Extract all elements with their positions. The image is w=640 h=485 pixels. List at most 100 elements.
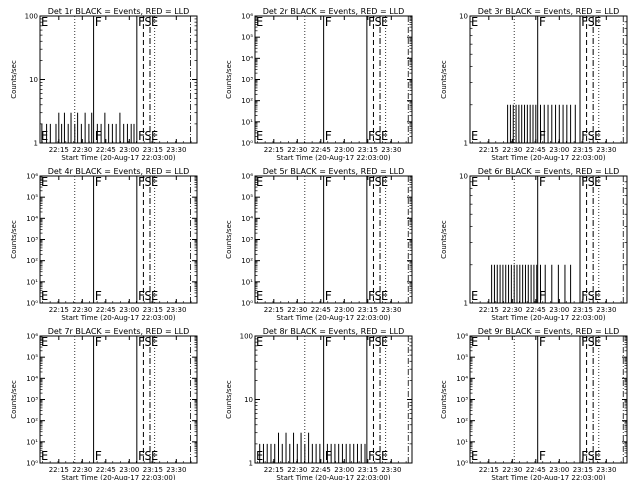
x-tick-label: 23:00 xyxy=(549,466,569,474)
x-axis-label: Start Time (20-Aug-17 22:03:00) xyxy=(276,474,390,480)
y-tick-label: 10⁰ xyxy=(241,300,253,308)
marker-label-bottom: S xyxy=(588,129,595,143)
y-tick-label: 10⁵ xyxy=(26,354,38,362)
marker-label-top: E xyxy=(41,335,48,349)
panel-title: Det 5r BLACK = Events, RED = LLD xyxy=(263,167,405,176)
y-tick-label: 10³ xyxy=(456,396,468,404)
x-tick-label: 22:30 xyxy=(287,146,307,154)
marker-label-bottom: F xyxy=(138,129,145,143)
x-tick-label: 22:30 xyxy=(287,466,307,474)
y-tick-label: 10⁵ xyxy=(241,194,253,202)
y-tick-label: 100 xyxy=(240,333,253,341)
y-tick-label: 10⁴ xyxy=(26,375,38,383)
marker-label-top: E xyxy=(151,175,158,189)
marker-label-bottom: E xyxy=(151,289,158,303)
x-axis-label: Start Time (20-Aug-17 22:03:00) xyxy=(491,314,605,322)
marker-label-bottom: S xyxy=(144,289,151,303)
detector-panel-1: Det 1r BLACK = Events, RED = LLDEEFFFFSS… xyxy=(10,7,198,162)
marker-label-bottom: E xyxy=(151,449,158,463)
x-tick-label: 22:30 xyxy=(72,146,92,154)
y-tick-label: 10⁶ xyxy=(456,333,468,341)
x-tick-label: 22:15 xyxy=(264,306,284,314)
y-tick-label: 100 xyxy=(25,13,38,21)
marker-label-bottom: F xyxy=(95,449,102,463)
marker-label-bottom: S xyxy=(374,129,381,143)
marker-label-bottom: E xyxy=(471,129,478,143)
marker-label-top: E xyxy=(471,15,478,29)
marker-label-top: E xyxy=(41,175,48,189)
x-tick-label: 23:30 xyxy=(166,306,186,314)
marker-label-top: E xyxy=(381,175,388,189)
detector-panel-4: Det 4r BLACK = Events, RED = LLDEEFFFFSS… xyxy=(10,167,198,322)
marker-label-top: F xyxy=(325,175,332,189)
panel-title: Det 6r BLACK = Events, RED = LLD xyxy=(478,167,620,176)
marker-label-bottom: E xyxy=(41,289,48,303)
marker-label-bottom: E xyxy=(471,289,478,303)
y-axis-label: Counts/sec xyxy=(440,60,448,99)
marker-label-bottom: E xyxy=(41,449,48,463)
y-tick-label: 10² xyxy=(26,417,38,425)
x-tick-label: 23:30 xyxy=(381,306,401,314)
x-tick-label: 22:45 xyxy=(311,466,331,474)
marker-label-bottom: F xyxy=(368,449,375,463)
panel-title: Det 8r BLACK = Events, RED = LLD xyxy=(263,327,405,336)
x-tick-label: 22:15 xyxy=(264,146,284,154)
x-tick-label: 23:00 xyxy=(334,146,354,154)
marker-label-top: S xyxy=(588,175,595,189)
x-tick-label: 22:30 xyxy=(502,146,522,154)
marker-label-bottom: E xyxy=(41,129,48,143)
marker-label-bottom: E xyxy=(381,449,388,463)
detector-panel-7: Det 7r BLACK = Events, RED = LLDEEFFFFSS… xyxy=(10,327,198,482)
y-tick-label: 10⁶ xyxy=(241,13,253,21)
marker-label-top: F xyxy=(95,15,102,29)
y-tick-label: 10 xyxy=(29,76,38,84)
marker-label-top: F xyxy=(95,175,102,189)
marker-label-bottom: E xyxy=(256,289,263,303)
marker-label-bottom: E xyxy=(594,129,601,143)
y-tick-label: 10¹ xyxy=(241,118,253,126)
marker-label-top: F xyxy=(368,335,375,349)
y-tick-label: 10⁰ xyxy=(26,460,38,468)
marker-label-bottom: F xyxy=(138,289,145,303)
marker-label-top: F xyxy=(581,175,588,189)
x-axis-label: Start Time (20-Aug-17 22:03:00) xyxy=(491,154,605,162)
y-tick-label: 10² xyxy=(26,257,38,265)
plot-frame xyxy=(469,335,628,464)
y-tick-label: 10⁶ xyxy=(26,333,38,341)
y-tick-label: 10⁰ xyxy=(456,460,468,468)
marker-label-top: F xyxy=(138,175,145,189)
y-axis-label: Counts/sec xyxy=(225,220,233,259)
marker-label-top: E xyxy=(256,15,263,29)
y-tick-label: 10¹ xyxy=(26,438,38,446)
x-tick-label: 22:30 xyxy=(287,306,307,314)
y-axis-label: Counts/sec xyxy=(440,380,448,419)
marker-label-bottom: S xyxy=(144,449,151,463)
y-tick-label: 10² xyxy=(241,257,253,265)
marker-label-top: F xyxy=(138,15,145,29)
x-tick-label: 22:45 xyxy=(526,466,546,474)
marker-label-top: S xyxy=(144,335,151,349)
marker-label-top: E xyxy=(256,175,263,189)
x-axis-label: Start Time (20-Aug-17 22:03:00) xyxy=(61,154,175,162)
marker-label-bottom: F xyxy=(368,129,375,143)
marker-label-top: E xyxy=(594,175,601,189)
marker-label-top: E xyxy=(151,335,158,349)
marker-label-top: F xyxy=(95,335,102,349)
y-tick-label: 10³ xyxy=(26,236,38,244)
y-tick-label: 10⁴ xyxy=(241,215,253,223)
marker-label-top: S xyxy=(588,335,595,349)
x-tick-label: 23:15 xyxy=(143,466,163,474)
x-tick-label: 22:15 xyxy=(479,466,499,474)
marker-label-top: E xyxy=(594,15,601,29)
marker-label-top: S xyxy=(144,15,151,29)
plot-frame xyxy=(39,15,198,144)
y-tick-label: 1 xyxy=(249,460,253,468)
marker-label-bottom: E xyxy=(594,289,601,303)
y-tick-label: 10⁶ xyxy=(26,173,38,181)
x-tick-label: 22:30 xyxy=(502,306,522,314)
x-tick-label: 23:30 xyxy=(166,466,186,474)
x-tick-label: 22:45 xyxy=(311,146,331,154)
x-tick-label: 22:45 xyxy=(96,146,116,154)
marker-label-bottom: F xyxy=(95,129,102,143)
marker-label-top: E xyxy=(381,335,388,349)
